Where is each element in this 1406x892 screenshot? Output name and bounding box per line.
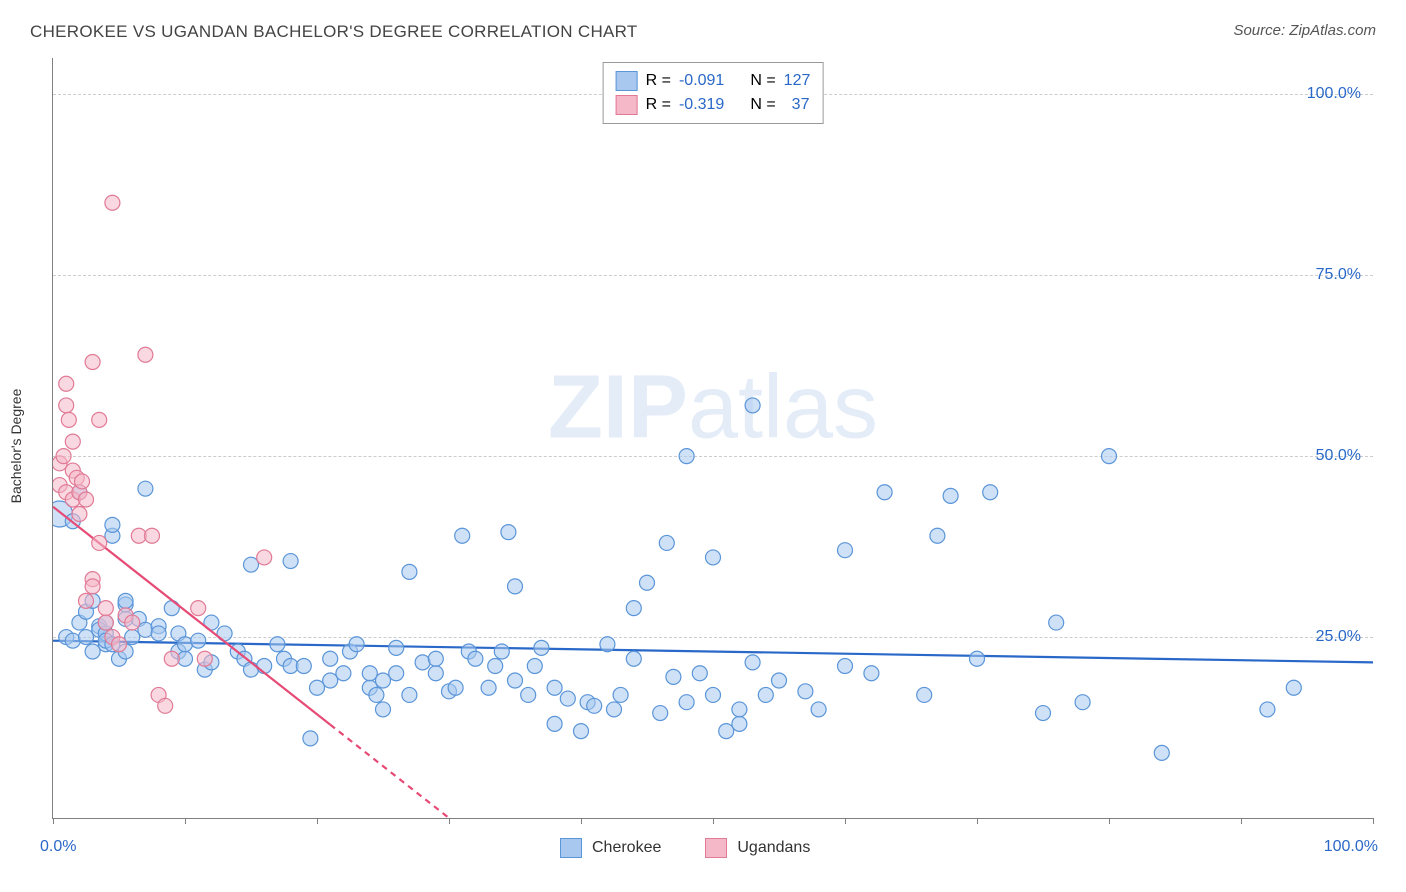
legend-stats-row: R = -0.091 N = 127: [616, 69, 811, 93]
legend-label: Ugandans: [737, 839, 810, 857]
swatch-icon: [560, 838, 582, 858]
n-label: N =: [750, 93, 775, 117]
x-tick: [713, 818, 714, 824]
n-label: N =: [750, 69, 775, 93]
r-value: -0.319: [679, 93, 724, 117]
n-value: 127: [784, 69, 811, 93]
swatch-icon: [616, 71, 638, 91]
legend-label: Cherokee: [592, 839, 661, 857]
chart-title: CHEROKEE VS UGANDAN BACHELOR'S DEGREE CO…: [30, 22, 638, 42]
swatch-icon: [616, 95, 638, 115]
y-axis-title: Bachelor's Degree: [8, 389, 24, 504]
x-tick: [317, 818, 318, 824]
x-tick: [185, 818, 186, 824]
source-attribution: Source: ZipAtlas.com: [1233, 22, 1376, 39]
plot-area: ZIPatlas R = -0.091 N = 127 R = -0.319 N…: [52, 58, 1373, 819]
x-axis-min-label: 0.0%: [40, 838, 76, 856]
r-label: R =: [646, 69, 671, 93]
x-axis-max-label: 100.0%: [1324, 838, 1378, 856]
x-tick: [977, 818, 978, 824]
legend-stats-box: R = -0.091 N = 127 R = -0.319 N = 37: [603, 62, 824, 124]
n-value: 37: [784, 93, 810, 117]
x-tick: [581, 818, 582, 824]
x-tick: [845, 818, 846, 824]
swatch-icon: [705, 838, 727, 858]
chart-svg: [53, 58, 1373, 818]
r-value: -0.091: [679, 69, 724, 93]
x-tick: [1109, 818, 1110, 824]
r-label: R =: [646, 93, 671, 117]
x-tick: [1373, 818, 1374, 824]
legend-bottom: Cherokee Ugandans: [560, 838, 810, 858]
x-tick: [53, 818, 54, 824]
x-tick: [1241, 818, 1242, 824]
x-tick: [449, 818, 450, 824]
legend-stats-row: R = -0.319 N = 37: [616, 93, 811, 117]
